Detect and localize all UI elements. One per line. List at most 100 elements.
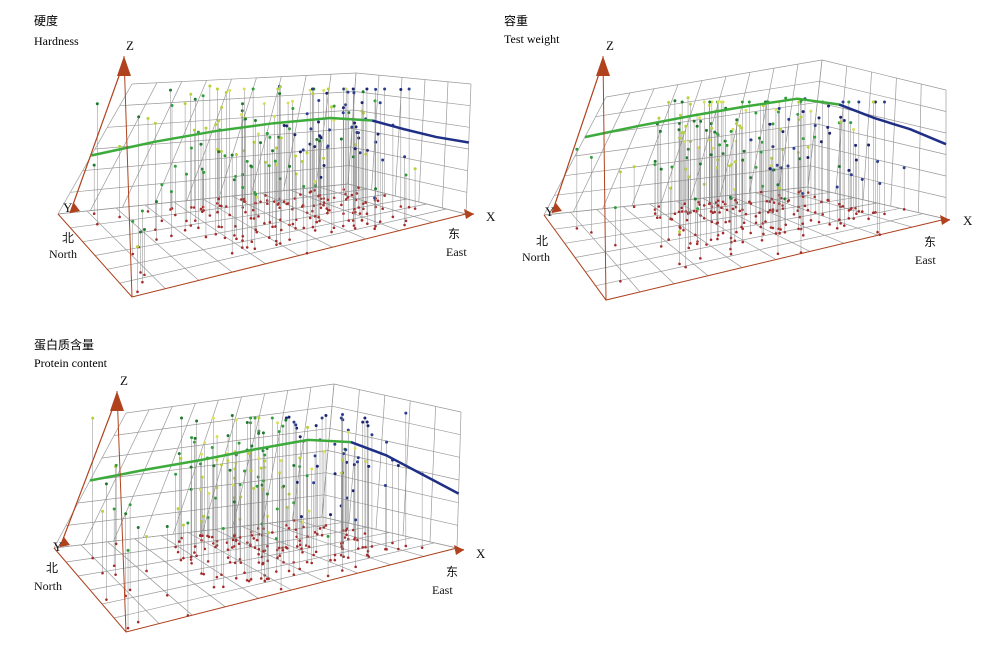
ground-point [341, 224, 345, 228]
data-point [363, 460, 367, 464]
grid-line [574, 202, 878, 258]
data-point [265, 132, 269, 136]
data-point [385, 440, 389, 444]
data-point [716, 100, 720, 104]
ground-point [243, 200, 247, 203]
floor-front-edge [53, 547, 458, 633]
ground-point [343, 536, 347, 539]
data-point [287, 415, 291, 419]
data-point [176, 507, 180, 511]
ground-point [179, 558, 183, 562]
ground-point [253, 247, 257, 251]
ground-point [262, 549, 265, 553]
data-point [202, 170, 206, 174]
ground-point [362, 207, 365, 211]
data-point [883, 100, 887, 104]
ground-point [358, 212, 362, 215]
ground-point [268, 220, 272, 224]
ground-point [313, 189, 316, 192]
data-point [775, 163, 779, 167]
ground-point [220, 204, 223, 208]
data-point [374, 187, 378, 191]
data-point [219, 150, 223, 154]
data-point [351, 87, 355, 91]
data-point [276, 421, 280, 425]
ground-point [346, 556, 350, 559]
ground-point [288, 238, 291, 241]
ground-point [190, 206, 193, 209]
ground-point [118, 215, 121, 219]
ground-point [860, 210, 864, 213]
data-point [276, 87, 280, 91]
ground-point [154, 228, 157, 231]
data-point [91, 416, 95, 420]
ground-point [177, 540, 181, 543]
ground-point [806, 191, 810, 194]
data-point [806, 155, 810, 159]
ground-point [678, 225, 682, 229]
ground-point [279, 587, 283, 591]
ground-point [271, 225, 274, 229]
east-label-cn: 东 [924, 235, 936, 249]
ground-point [764, 220, 767, 223]
data-point [696, 207, 700, 211]
ground-point [667, 238, 670, 241]
east-label-en: East [432, 583, 453, 597]
ground-point [199, 207, 203, 211]
data-point [749, 138, 753, 142]
data-point [312, 481, 316, 485]
data-point [744, 108, 748, 112]
data-point [142, 228, 146, 232]
ground-point [279, 228, 283, 232]
ground-point [217, 197, 221, 201]
data-point [721, 100, 725, 104]
data-point [192, 440, 196, 444]
x-axis-label: X [963, 213, 973, 228]
floor-front-edge [57, 213, 467, 298]
ground-point [798, 215, 802, 219]
data-point [277, 430, 281, 434]
chart-title-cn: 蛋白质含量 [34, 338, 95, 352]
data-point [193, 436, 197, 440]
data-point [784, 96, 788, 100]
ground-point [735, 201, 739, 204]
data-point [350, 125, 354, 129]
ground-point [768, 208, 772, 212]
data-point [137, 115, 141, 119]
z-axis-line [551, 61, 604, 214]
ground-point [821, 213, 824, 216]
ground-point [855, 212, 858, 216]
data-point [214, 122, 218, 126]
data-point [346, 90, 350, 94]
ground-point [723, 202, 727, 206]
data-point [298, 150, 302, 154]
data-point [854, 158, 858, 162]
ground-point [287, 526, 291, 530]
ground-point [197, 226, 200, 230]
ground-point [797, 191, 800, 194]
data-point [365, 87, 369, 91]
data-point [796, 150, 800, 154]
ground-point [324, 524, 328, 527]
ground-point [322, 203, 325, 207]
data-point [839, 115, 843, 119]
ground-point [222, 585, 225, 589]
data-point [693, 197, 697, 201]
data-point [356, 131, 360, 135]
ground-point [308, 216, 312, 220]
data-point [237, 441, 241, 445]
ground-point [356, 538, 359, 542]
ground-point [202, 209, 205, 212]
data-point [849, 173, 853, 177]
data-point [285, 124, 289, 128]
data-point [374, 87, 378, 91]
data-point [399, 87, 403, 91]
ground-point [742, 221, 746, 225]
data-point [771, 122, 775, 126]
ground-point [766, 211, 770, 214]
ground-point [684, 265, 687, 269]
ground-point [680, 210, 684, 213]
ground-point [313, 214, 317, 218]
data-point [761, 184, 765, 188]
ground-point [350, 193, 354, 197]
